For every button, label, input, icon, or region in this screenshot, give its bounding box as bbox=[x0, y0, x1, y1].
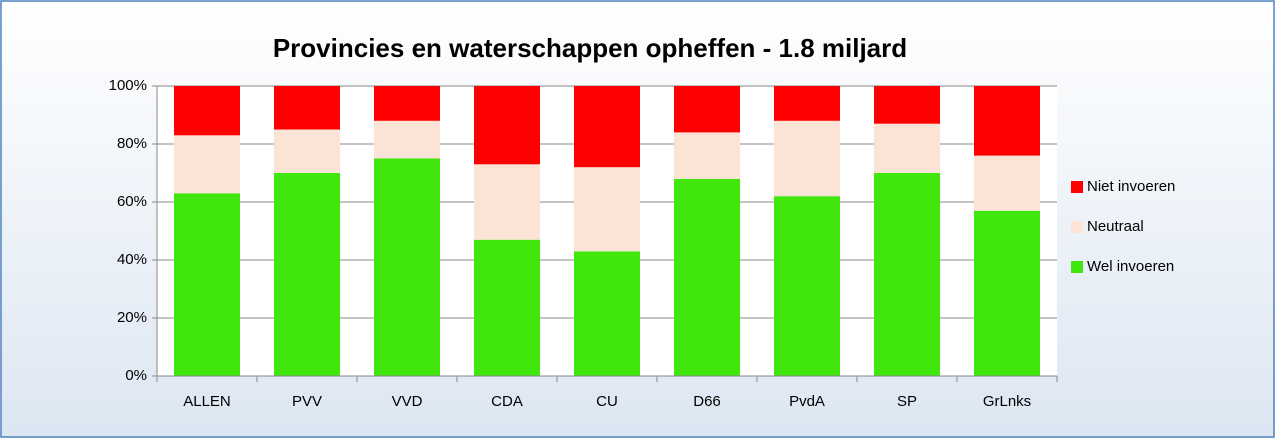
x-tick-label: VVD bbox=[392, 393, 423, 410]
y-tick-label: 40% bbox=[117, 251, 147, 268]
bar-segment bbox=[874, 123, 940, 173]
bar-segment bbox=[674, 132, 740, 179]
y-tick-label: 80% bbox=[117, 135, 147, 152]
bar-segment bbox=[374, 158, 440, 376]
x-tick-label: PVV bbox=[292, 393, 322, 410]
legend-label: Niet invoeren bbox=[1087, 178, 1175, 195]
bar-segment bbox=[474, 164, 540, 240]
x-tick-label: D66 bbox=[693, 393, 721, 410]
x-tick-label: CU bbox=[596, 393, 618, 410]
bar-segment bbox=[774, 196, 840, 376]
x-tick-label: PvdA bbox=[789, 393, 825, 410]
x-tick-label: SP bbox=[897, 393, 917, 410]
legend-swatch bbox=[1071, 221, 1083, 233]
bar-segment bbox=[574, 86, 640, 168]
bar-segment bbox=[574, 167, 640, 252]
bar-segment bbox=[874, 173, 940, 376]
bar-segment bbox=[374, 120, 440, 159]
bar-segment bbox=[974, 210, 1040, 376]
y-tick-label: 20% bbox=[117, 309, 147, 326]
y-tick-label: 0% bbox=[125, 367, 147, 384]
legend-swatch bbox=[1071, 261, 1083, 273]
bar-segment bbox=[274, 129, 340, 173]
bar-segment bbox=[274, 173, 340, 376]
x-tick-label: CDA bbox=[491, 393, 523, 410]
legend-swatch bbox=[1071, 181, 1083, 193]
bar-segment bbox=[974, 86, 1040, 156]
bar-segment bbox=[474, 86, 540, 165]
y-tick-label: 100% bbox=[109, 77, 147, 94]
bar-segment bbox=[574, 251, 640, 376]
bar-segment bbox=[274, 86, 340, 130]
bar-segment bbox=[674, 178, 740, 376]
bar-segment bbox=[774, 86, 840, 121]
bar-segment bbox=[374, 86, 440, 121]
x-tick-label: GrLnks bbox=[983, 393, 1031, 410]
legend-label: Neutraal bbox=[1087, 218, 1144, 235]
bar-segment bbox=[874, 86, 940, 124]
legend-label: Wel invoeren bbox=[1087, 258, 1174, 275]
x-tick-label: ALLEN bbox=[183, 393, 231, 410]
bar-segment bbox=[774, 120, 840, 197]
bar-segment bbox=[674, 86, 740, 133]
bar-segment bbox=[474, 239, 540, 376]
bar-segment bbox=[174, 193, 240, 376]
y-tick-label: 60% bbox=[117, 193, 147, 210]
chart-title: Provincies en waterschappen opheffen - 1… bbox=[273, 33, 907, 63]
bar-segment bbox=[174, 86, 240, 136]
bar-segment bbox=[974, 155, 1040, 211]
bar-segment bbox=[174, 135, 240, 194]
